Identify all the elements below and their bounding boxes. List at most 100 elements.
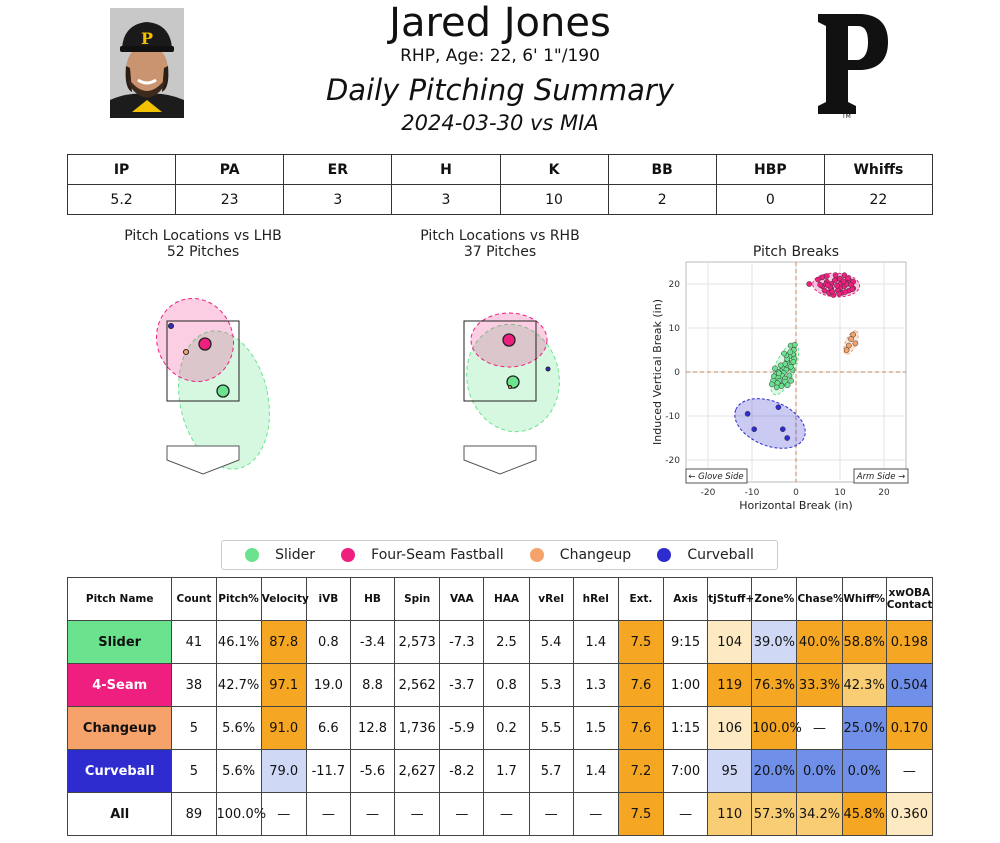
- cell-tjstuff: 110: [707, 792, 753, 836]
- svg-text:P: P: [141, 29, 153, 48]
- cell-axis: 9:15: [662, 620, 709, 664]
- col-header-zone: Zone%: [751, 577, 798, 621]
- cell-count: 38: [171, 663, 217, 707]
- col-header-pitch: Pitch%: [215, 577, 262, 621]
- lhb-fastball-mean: [198, 337, 212, 351]
- break-point-slider: [786, 372, 793, 379]
- table-row: Curveball 5 5.6% 79.0 -11.7 -5.6 2,627 -8.2 1.7 5…: [66, 749, 934, 793]
- break-point-slider: [778, 383, 785, 389]
- cell-vaa: -5.9: [439, 706, 485, 750]
- cell-ext: 7.6: [617, 663, 665, 707]
- lhb-slider-mean: [216, 384, 230, 398]
- rhb-title: Pitch Locations vs RHB: [420, 228, 580, 244]
- col-header-velocity: Velocity: [260, 577, 309, 621]
- cell-pitch: 42.7%: [215, 663, 262, 707]
- cell-chase: 0.0%: [796, 749, 843, 793]
- glove-side-box: [685, 468, 748, 484]
- summary-value-whiffs: 22: [823, 184, 934, 215]
- cell-xwoba-contact: —: [885, 749, 934, 793]
- break-point-changeup: [843, 347, 850, 353]
- cell-vaa: —: [439, 792, 485, 836]
- summary-value-er: 3: [283, 184, 393, 215]
- cell-velocity: —: [260, 792, 307, 836]
- lhb-home-plate: [166, 445, 240, 475]
- cell-ext: 7.2: [617, 749, 665, 793]
- cell-hrel: 1.3: [572, 663, 619, 707]
- legend-label: Curveball: [687, 547, 754, 563]
- break-point-curveball: [775, 404, 782, 411]
- arm-side-box: [853, 468, 909, 484]
- x-tick-label: 10: [834, 488, 846, 498]
- lhb-plot-title: Pitch Locations vs LHB 52 Pitches: [103, 228, 303, 260]
- cell-ext: 7.6: [617, 706, 665, 750]
- pitch-name-cell: Changeup: [66, 706, 173, 750]
- cell-ivb: 0.8: [305, 620, 351, 664]
- break-point-four-seam-fastball: [840, 278, 847, 285]
- break-point-curveball: [779, 426, 786, 433]
- cell-chase: 34.2%: [796, 792, 843, 836]
- cell-tjstuff: 104: [707, 620, 753, 664]
- col-header-ext: Ext.: [617, 577, 665, 621]
- cell-velocity: 79.0: [260, 749, 307, 793]
- cell-hrel: 1.4: [572, 749, 619, 793]
- cell-spin: —: [394, 792, 441, 836]
- cell-spin: 1,736: [394, 706, 441, 750]
- col-header-xwoba-contact: xwOBA Contact: [885, 577, 934, 621]
- y-tick-label: 20: [669, 280, 681, 290]
- cell-count: 5: [171, 706, 217, 750]
- summary-value-h: 3: [391, 184, 501, 215]
- legend-marker-changeup: [529, 548, 544, 562]
- x-tick-label: 0: [793, 488, 799, 498]
- break-chart-title: Pitch Breaks: [753, 244, 839, 260]
- break-grid: [685, 261, 907, 483]
- cell-count: 41: [171, 620, 217, 664]
- summary-value-hbp: 0: [715, 184, 825, 215]
- summary-header-er: ER: [283, 154, 393, 185]
- break-point-slider: [788, 377, 795, 384]
- y-tick-label: 0: [674, 368, 680, 378]
- cell-zone: 57.3%: [751, 792, 798, 836]
- summary-value-ip: 5.2: [66, 184, 177, 215]
- cell-vrel: 5.7: [528, 749, 574, 793]
- break-point-four-seam-fastball: [832, 272, 839, 279]
- glove-side-note: ← Glove Side: [688, 472, 743, 482]
- break-point-four-seam-fastball: [836, 290, 842, 297]
- pitch-name-cell: Slider: [66, 620, 173, 664]
- summary-header-whiffs: Whiffs: [823, 154, 934, 185]
- cell-hrel: 1.4: [572, 620, 619, 664]
- cell-ivb: 6.6: [305, 706, 351, 750]
- cell-vrel: 5.4: [528, 620, 574, 664]
- cell-hb: -5.6: [349, 749, 396, 793]
- cell-vrel: 5.3: [528, 663, 574, 707]
- break-point-four-seam-fastball: [817, 282, 824, 288]
- break-point-slider: [790, 359, 797, 365]
- cell-velocity: 87.8: [260, 620, 307, 664]
- break-point-slider: [772, 365, 778, 372]
- break-ticks: -20 -10 0 10 20 -20 -10 0 10 20: [665, 280, 890, 498]
- col-header-ivb: iVB: [305, 577, 351, 621]
- summary-header-k: K: [499, 154, 609, 185]
- break-point-slider: [787, 363, 794, 370]
- break-point-changeup: [852, 340, 859, 347]
- cell-hb: 12.8: [349, 706, 396, 750]
- legend-label: Four-Seam Fastball: [371, 547, 504, 563]
- col-header-spin: Spin: [394, 577, 441, 621]
- legend-item-curveball: Curveball: [657, 547, 754, 563]
- cell-vaa: -7.3: [439, 620, 485, 664]
- cell-whiff: 45.8%: [841, 792, 887, 836]
- legend-label: Changeup: [559, 547, 632, 563]
- cell-hb: -3.4: [349, 620, 396, 664]
- cell-xwoba-contact: 0.170: [885, 706, 934, 750]
- rhb-pitch-count: 37 Pitches: [463, 244, 537, 260]
- cell-axis: —: [662, 792, 709, 836]
- cell-ivb: —: [305, 792, 351, 836]
- cell-chase: 40.0%: [796, 620, 843, 664]
- lhb-fastball-zone: [156, 297, 234, 383]
- break-point-four-seam-fastball: [821, 287, 828, 294]
- legend-marker-slider: [245, 548, 260, 562]
- break-point-changeup: [848, 336, 854, 342]
- rhb-home-plate: [463, 445, 537, 475]
- break-point-slider: [773, 384, 780, 391]
- cell-spin: 2,562: [394, 663, 441, 707]
- table-row: All 89 100.0% — — — — — — — —7.5—110 57.3% 34.2% 45.8…: [66, 792, 934, 836]
